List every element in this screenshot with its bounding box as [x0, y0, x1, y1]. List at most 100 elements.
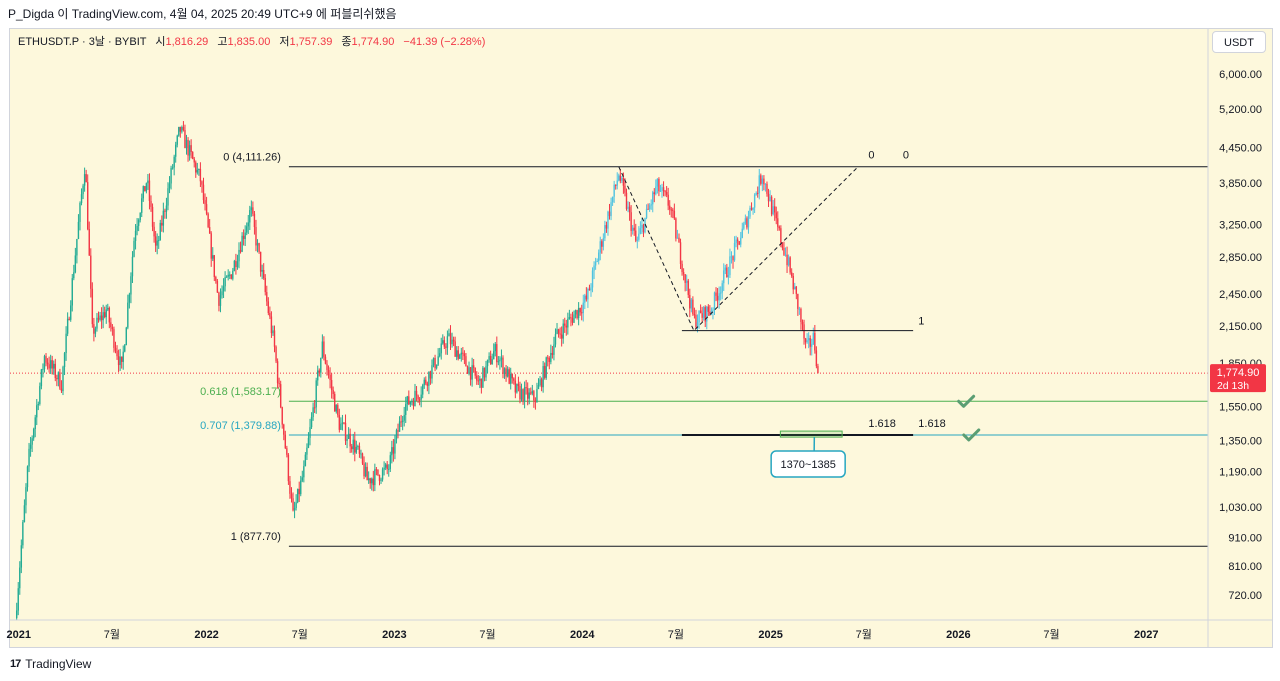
candle-body [526, 388, 529, 399]
candle-body [122, 351, 124, 362]
candle-body [236, 261, 239, 268]
candle-body [505, 368, 507, 377]
candle-body [442, 340, 444, 344]
candle-body [650, 204, 652, 206]
candle-body [218, 292, 220, 306]
candle-body [263, 270, 265, 279]
candle-body [716, 295, 719, 301]
chart-frame [9, 28, 1273, 648]
candle-body [727, 275, 730, 278]
candle-body [164, 210, 166, 212]
candle-body [151, 206, 154, 227]
candle-body [185, 139, 188, 149]
candle-body [202, 184, 205, 201]
candle-body [556, 329, 558, 335]
candle-body [283, 424, 285, 435]
candle-body [28, 448, 30, 467]
candle-body [227, 274, 229, 277]
candle-body [70, 305, 72, 320]
candle-body [770, 196, 773, 215]
candle-body [357, 446, 359, 448]
candle-body [777, 218, 779, 227]
candle-body [371, 478, 373, 484]
candle-body [48, 364, 50, 369]
time-tick-label: 7월 [856, 628, 872, 641]
candle-body [485, 366, 487, 378]
candle-body [158, 240, 160, 242]
candle-body [225, 276, 228, 278]
candle-body [636, 239, 639, 241]
candle-body [238, 249, 240, 262]
open-value: 1,816.29 [165, 36, 209, 48]
candle-body [83, 174, 86, 186]
candle-body [39, 386, 41, 404]
candle-body [624, 185, 626, 193]
price-tick-label: 1,190.00 [1219, 466, 1262, 478]
candle-body [352, 439, 354, 450]
candle-body [763, 178, 765, 185]
candle-body [422, 385, 424, 395]
candle-body [176, 135, 178, 145]
candle-body [539, 379, 541, 386]
candle-body [628, 206, 631, 213]
candle-body [204, 200, 206, 205]
candle-body [124, 345, 126, 352]
candle-body [590, 287, 592, 291]
candle-body [752, 207, 754, 210]
candle-body [229, 274, 231, 276]
symbol-label[interactable]: ETHUSDT.P · 3날 · BYBIT [18, 36, 147, 48]
candle-body [59, 372, 61, 389]
candle-body [212, 255, 214, 259]
candle-body [354, 439, 356, 453]
candle-body [74, 255, 77, 273]
candle-body [479, 378, 481, 381]
candle-body [599, 241, 601, 253]
candle-body [712, 309, 714, 311]
candle-body [792, 275, 794, 290]
candle-body [196, 169, 199, 173]
candle-body [494, 344, 496, 352]
candle-body [476, 375, 478, 381]
candle-body [145, 183, 148, 192]
target-callout-box[interactable] [770, 450, 846, 478]
candle-body [514, 380, 517, 393]
price-tick-label: 2,850.00 [1219, 252, 1262, 264]
candle-body [735, 239, 737, 244]
candle-body [517, 383, 520, 386]
candle-body [766, 183, 768, 194]
candle-body [605, 225, 608, 229]
candle-body [259, 251, 262, 272]
candle-body [747, 216, 750, 228]
candle-body [252, 207, 254, 214]
candle-body [676, 237, 679, 239]
candle-body [131, 256, 134, 277]
candle-body [488, 356, 490, 360]
candle-body [332, 389, 334, 394]
candle-body [261, 270, 263, 272]
candle-body [673, 210, 676, 219]
candle-body [94, 328, 97, 334]
tradingview-brand[interactable]: TradingView [25, 657, 92, 671]
candle-body [449, 333, 452, 345]
candle-body [431, 365, 433, 379]
candle-body [415, 390, 418, 396]
candle-body [814, 332, 816, 351]
extension-level-1618-label: 1.618 [868, 418, 896, 430]
candle-body [205, 204, 208, 214]
candle-body [170, 168, 172, 184]
candle-body [377, 469, 379, 476]
candle-body [574, 310, 577, 315]
candle-body [91, 288, 94, 325]
candle-body [665, 192, 668, 195]
candle-body [749, 207, 751, 217]
candle-body [807, 338, 810, 341]
candle-body [195, 162, 197, 173]
candle-body [242, 235, 245, 239]
currency-button[interactable]: USDT [1212, 31, 1266, 53]
candle-body [658, 178, 660, 192]
candle-body [384, 464, 387, 468]
candle-body [360, 453, 362, 455]
candle-body [472, 365, 475, 368]
change-value: −41.39 (−2.28%) [403, 36, 486, 48]
